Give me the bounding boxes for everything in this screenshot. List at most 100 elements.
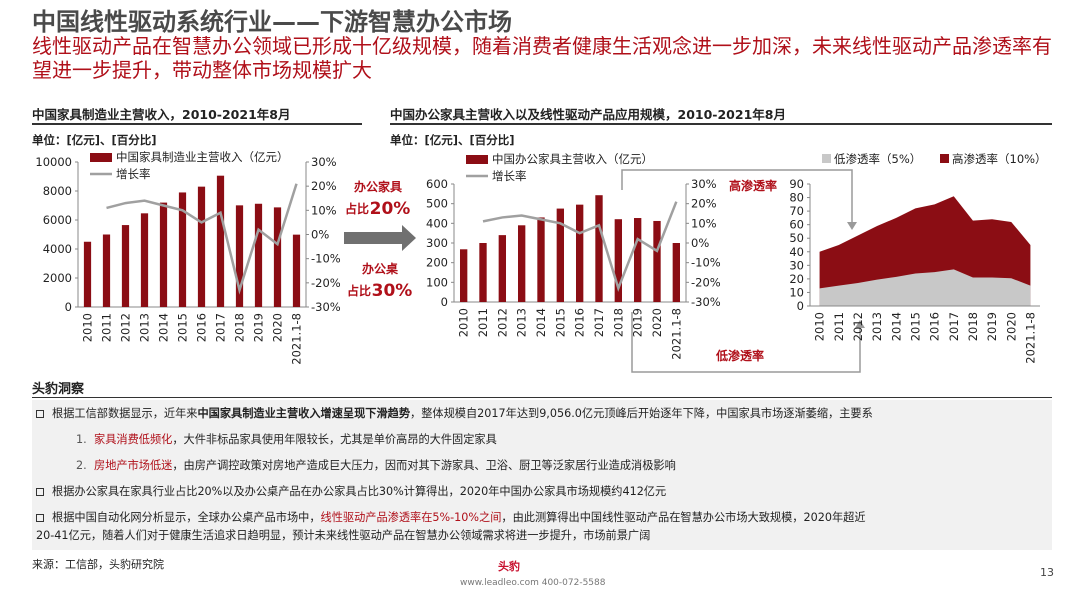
chart2-xtick-label: 2018 [611,308,625,337]
chart1-bar [216,175,225,307]
page-title: 中国线性驱动系统行业——下游智慧办公市场 [32,8,512,36]
chart3-ytick-label: 60 [789,218,804,232]
square-bullet-icon [36,514,44,522]
chart3-xtick-label: 2013 [870,312,884,341]
chart1-ytick-label: 10000 [35,155,72,169]
chart3-ytick-label: 50 [789,231,804,245]
chart1-xtick-label: 2017 [214,313,228,342]
chart3-ytick-label: 30 [789,258,804,272]
page-number: 13 [1040,566,1054,579]
high-penetration-label: 高渗透率 [729,178,777,193]
chart1-bar [159,202,168,307]
chart2-bar [498,235,507,302]
chart3-ytick-label: 10 [789,285,804,299]
chart2-title: 中国办公家具主营收入以及线性驱动产品应用规模，2010-2021年8月 [390,107,786,122]
office-share-prefix: 占比 [345,201,369,216]
chart2-xtick-label: 2010 [457,308,471,337]
chart2-bar [537,217,545,302]
chart2-bar [614,219,623,302]
chart2-bar [672,243,681,302]
chart1-bar [254,203,263,307]
chart2-xtick-label: 2021.1-8 [669,308,683,360]
chart3-legend-high-label: 高渗透率（10%） [952,152,1047,166]
chart1-bar [83,241,92,307]
chart3-xtick-label: 2021.1-8 [1023,312,1037,364]
chart1-xtick-label: 2021.1-8 [290,313,304,365]
chart1-y2tick-label: 0% [311,228,329,242]
square-bullet-icon [36,488,44,496]
chart1-ytick-label: 8000 [43,184,72,198]
chart2-xtick-label: 2011 [476,308,490,337]
chart2-legend-bar-label: 中国办公家具主营收入（亿元） [492,152,653,166]
insights-heading: 头豹洞察 [32,382,85,397]
insight-sub1-num: 1. [76,433,87,446]
low-connector [631,312,861,373]
insight-p1-a: 根据工信部数据显示，近年来 [52,407,198,420]
insight-p2: 根据办公家具在家具行业占比20%以及办公桌产品在办公家具占比30%计算得出，20… [36,484,666,500]
chart2-ytick-label: 200 [426,256,448,270]
chart1-xtick-label: 2020 [271,313,285,342]
chart2-bar [556,208,565,302]
chart1-xtick-label: 2014 [157,313,171,342]
insight-p3-a: 根据中国自动化网分析显示，全球办公桌产品市场中， [52,511,321,524]
chart1-ytick-label: 4000 [43,242,72,256]
chart1-y2tick-label: -10% [311,252,341,266]
insight-p3: 根据中国自动化网分析显示，全球办公桌产品市场中，线性驱动产品渗透率在5%-10%… [36,510,1048,526]
chart1-legend-line-label: 增长率 [116,167,151,181]
chart1-title: 中国家具制造业主营收入，2010-2021年8月 [32,107,291,122]
chart3-xtick-label: 2017 [947,312,961,341]
office-share-line1: 办公家具 [354,179,402,194]
insight-sub1-rest: ，大件非标品家具使用年限较长，尤其是单价高昂的大件固定家具 [172,433,497,446]
chart3-xtick-label: 2012 [851,312,865,341]
chart2-y2tick-label: 10% [691,216,717,230]
chart2-xtick-label: 2014 [534,308,548,337]
insight-p3-line2: 20-41亿元，随着人们对于健康生活追求日趋明显，预计未来线性驱动产品在智慧办公… [36,529,651,542]
brand-logo: 头豹 [498,560,520,573]
charts-canvas: 办公家具 占比 20% 办公桌 占比 30% 高渗透率 低渗透率 0200040… [35,150,1047,373]
chart1-xtick-label: 2013 [138,313,152,342]
chart3-ytick-label: 70 [789,204,804,218]
chart2-ytick-label: 400 [426,216,448,230]
chart3-xtick-label: 2015 [908,312,922,341]
chart1-legend-bar-swatch [90,153,112,162]
chart3-xtick-label: 2019 [985,312,999,341]
chart2-growth-line [482,201,678,293]
chart2-xtick-label: 2019 [631,308,645,337]
chart2-xtick-label: 2015 [553,308,567,337]
chart2-group: 0 100 200 300 400 500 600 -30% -20% -10% 0% 10% 20% 3… [426,152,721,360]
desk-share-prefix: 占比 [347,283,371,298]
low-connector-arrowhead [855,320,865,328]
insight-p3-red: 线性驱动产品渗透率在5%-10%之间 [320,511,502,524]
low-penetration-label: 低渗透率 [715,348,764,363]
insight-p2-text: 根据办公家具在家具行业占比20%以及办公桌产品在办公家具占比30%计算得出，20… [52,485,667,498]
chart2-xtick-label: 2020 [650,308,664,337]
chart1-bar [273,207,282,307]
chart2-ytick-label: 600 [426,177,448,191]
insight-sub2-num: 2. [76,459,87,472]
chart2-legend-line-label: 增长率 [492,169,527,183]
chart1-bar [140,213,149,307]
chart1-xtick-label: 2012 [119,313,133,342]
chart1-group: 0 2000 4000 6000 8000 10000 -30% -20% -10% 0% 10% 2… [35,150,340,365]
chart2-unit: 单位：[亿元]、[百分比] [390,133,515,147]
insight-p1-c: ，整体规模自2017年达到9,056.0亿元顶峰后开始逐年下降，中国家具市场逐渐… [410,407,873,420]
chart2-title-rule [390,123,1052,125]
chart2-legend-bar-swatch [466,155,488,164]
chart2-bar [575,204,584,302]
chart2-bar [653,220,661,302]
chart1-title-rule [32,123,362,125]
chart2-ytick-label: 100 [426,275,448,289]
chart2-bar [479,243,487,302]
chart2-y2tick-label: -30% [691,295,721,309]
chart1-y2tick-label: 30% [311,155,337,169]
chart2-y2tick-label: 20% [691,197,717,211]
insight-p3-b: ，由此测算得出中国线性驱动产品在智慧办公市场大致规模，2020年超近 [501,511,866,524]
chart1-bar [292,234,301,307]
chart2-xtick-label: 2016 [573,308,587,337]
chart1-xtick-label: 2016 [195,313,209,342]
chart1-xtick-label: 2011 [100,313,114,342]
chart2-bar [459,249,468,302]
chart1-xtick-label: 2010 [81,313,95,342]
high-connector [621,169,853,222]
